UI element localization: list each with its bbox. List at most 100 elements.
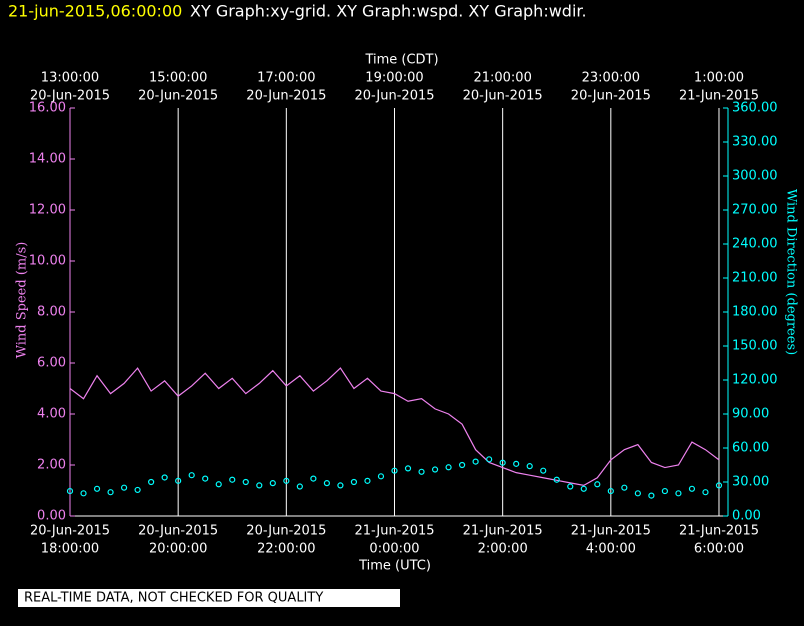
x-tick-label: 0:00:00 — [369, 542, 419, 557]
wind-direction-point — [621, 484, 628, 491]
y2-tick-label: 60.00 — [732, 441, 769, 456]
y-tick-label: 2.00 — [37, 458, 66, 473]
x-tick-label: 20-Jun-2015 — [30, 524, 110, 539]
wind-direction-point — [364, 477, 371, 484]
y-tick-label: 0.00 — [37, 509, 66, 524]
wind-direction-point — [715, 482, 723, 489]
x-tick-label: 22:00:00 — [257, 542, 315, 557]
wind-direction-point — [350, 478, 358, 486]
y2-tick-label: 270.00 — [732, 203, 778, 218]
wind-direction-point — [634, 490, 641, 497]
wind-direction-point — [580, 485, 587, 492]
y2-tick-label: 120.00 — [732, 373, 778, 388]
x-tick-label: 18:00:00 — [41, 542, 99, 557]
y2-tick-label: 300.00 — [732, 169, 778, 184]
top-axis-label: Time (CDT) — [364, 53, 438, 68]
wind-direction-point — [391, 467, 398, 474]
wind-direction-point — [540, 467, 547, 474]
top-tick-label: 17:00:00 — [257, 71, 315, 86]
wind-direction-point — [499, 459, 506, 466]
y-tick-label: 12.00 — [29, 203, 66, 218]
x-tick-label: 6:00:00 — [694, 542, 744, 557]
wind-direction-point — [296, 483, 303, 490]
wind-direction-point — [148, 478, 155, 486]
wind-direction-point — [607, 487, 614, 495]
top-tick-label: 20-Jun-2015 — [30, 89, 110, 104]
wind-direction-point — [648, 492, 655, 499]
wind-direction-point — [202, 475, 209, 482]
x-tick-label: 2:00:00 — [478, 542, 528, 557]
wind-direction-point — [661, 487, 669, 495]
y-tick-label: 16.00 — [29, 101, 66, 116]
wind-direction-point — [486, 456, 493, 463]
x-tick-label: 21-Jun-2015 — [571, 524, 651, 539]
x-tick-label: 21-Jun-2015 — [463, 524, 543, 539]
y2-tick-label: 240.00 — [732, 237, 778, 252]
y2-tick-label: 330.00 — [732, 135, 778, 150]
x-axis-label: Time (UTC) — [358, 559, 431, 574]
y-tick-label: 4.00 — [37, 407, 66, 422]
x-tick-label: 21-Jun-2015 — [354, 524, 434, 539]
wind-direction-point — [675, 490, 682, 497]
wind-direction-point — [66, 487, 74, 495]
wind-direction-point — [283, 477, 290, 484]
wind-direction-point — [310, 475, 317, 482]
wind-direction-point — [688, 485, 696, 492]
chart-title: XY Graph:xy-grid. XY Graph:wspd. XY Grap… — [190, 2, 587, 21]
top-tick-label: 15:00:00 — [149, 71, 207, 86]
y2-tick-label: 30.00 — [732, 475, 769, 490]
top-tick-label: 13:00:00 — [41, 71, 99, 86]
wind-direction-point — [256, 482, 263, 489]
y-axis-label: Wind Speed (m/s) — [15, 242, 30, 359]
y-tick-label: 6.00 — [37, 356, 66, 371]
wind-direction-point — [175, 477, 182, 484]
wind-direction-point — [337, 482, 344, 489]
wind-direction-point — [215, 481, 222, 488]
x-tick-label: 20:00:00 — [149, 542, 207, 557]
wind-direction-point — [472, 458, 479, 465]
top-tick-label: 20-Jun-2015 — [246, 89, 326, 104]
wind-direction-point — [229, 476, 236, 483]
x-tick-label: 21-Jun-2015 — [679, 524, 759, 539]
y-tick-label: 14.00 — [29, 152, 66, 167]
y-tick-label: 10.00 — [29, 254, 66, 269]
top-tick-label: 20-Jun-2015 — [138, 89, 218, 104]
y2-tick-label: 0.00 — [732, 509, 761, 524]
wind-direction-point — [553, 476, 560, 483]
wind-direction-point — [513, 460, 520, 467]
wind-direction-point — [418, 468, 425, 475]
wind-direction-point — [567, 483, 574, 490]
x-tick-label: 20-Jun-2015 — [138, 524, 218, 539]
y2-tick-label: 180.00 — [732, 305, 778, 320]
top-tick-label: 21-Jun-2015 — [679, 89, 759, 104]
wind-direction-point — [80, 490, 87, 497]
wind-direction-point — [594, 481, 601, 488]
wind-direction-point — [404, 465, 412, 472]
wind-direction-point — [377, 473, 385, 480]
y2-tick-label: 210.00 — [732, 271, 778, 286]
top-tick-label: 21:00:00 — [473, 71, 531, 86]
wind-direction-point — [445, 464, 452, 471]
footer-box — [18, 589, 400, 607]
y2-axis-label: Wind Direction (degrees) — [784, 189, 799, 355]
wind-speed-line — [69, 367, 720, 487]
wind-direction-point — [431, 466, 439, 473]
wind-direction-point — [93, 485, 101, 492]
top-tick-label: 1:00:00 — [694, 71, 744, 86]
footer: REAL-TIME DATA, NOT CHECKED FOR QUALITY — [24, 591, 323, 606]
wind-direction-point — [134, 486, 141, 494]
wind-direction-point — [161, 474, 168, 481]
x-tick-label: 4:00:00 — [586, 542, 636, 557]
wind-direction-point — [242, 478, 249, 486]
wind-direction-point — [526, 463, 533, 470]
top-tick-label: 23:00:00 — [582, 71, 640, 86]
top-tick-label: 20-Jun-2015 — [463, 89, 543, 104]
top-tick-label: 20-Jun-2015 — [571, 89, 651, 104]
wind-direction-point — [120, 484, 128, 491]
wind-direction-point — [269, 480, 276, 487]
top-tick-label: 20-Jun-2015 — [354, 89, 434, 104]
y-tick-label: 8.00 — [37, 305, 66, 320]
y2-tick-label: 150.00 — [732, 339, 778, 354]
